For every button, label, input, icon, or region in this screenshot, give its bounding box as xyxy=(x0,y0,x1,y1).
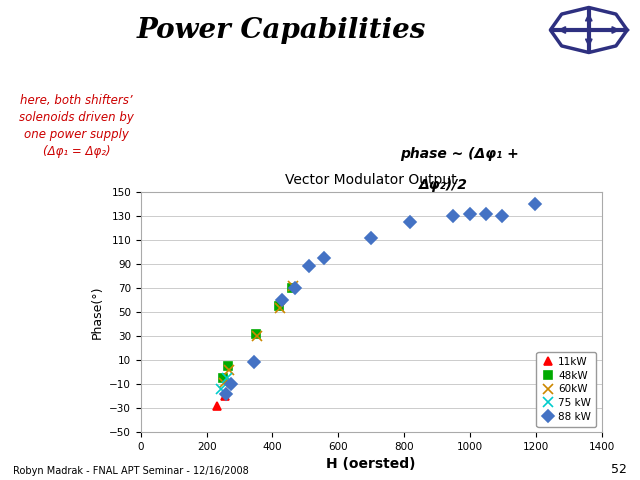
60kW xyxy=(220,380,228,386)
48kW xyxy=(224,363,232,369)
48kW xyxy=(275,303,283,309)
Text: Δφ₂)/2: Δφ₂)/2 xyxy=(419,178,468,192)
Line: 88 kW: 88 kW xyxy=(221,200,540,398)
88 kW xyxy=(449,213,457,219)
Text: here, both shifters’
solenoids driven by
one power supply
(Δφ₁ = Δφ₂): here, both shifters’ solenoids driven by… xyxy=(19,94,134,157)
Line: 11kW: 11kW xyxy=(212,392,229,410)
60kW xyxy=(253,333,260,339)
Legend: 11kW, 48kW, 60kW, 75 kW, 88 kW: 11kW, 48kW, 60kW, 75 kW, 88 kW xyxy=(536,352,596,427)
88 kW xyxy=(482,211,490,216)
Text: 52: 52 xyxy=(611,463,627,476)
88 kW xyxy=(406,219,414,225)
88 kW xyxy=(321,255,328,261)
Text: Power Capabilities: Power Capabilities xyxy=(137,16,426,44)
11kW xyxy=(212,403,220,408)
88 kW xyxy=(250,360,258,365)
88 kW xyxy=(278,297,286,303)
88 kW xyxy=(291,285,299,291)
Line: 75 kW: 75 kW xyxy=(216,373,232,394)
48kW xyxy=(289,285,296,291)
48kW xyxy=(252,331,260,336)
X-axis label: H (oersted): H (oersted) xyxy=(326,457,416,471)
88 kW xyxy=(227,381,234,387)
88 kW xyxy=(367,235,374,240)
Title: Vector Modulator Output: Vector Modulator Output xyxy=(285,173,457,187)
60kW xyxy=(276,306,284,312)
Text: phase ~ (Δφ₁ +: phase ~ (Δφ₁ + xyxy=(400,147,519,161)
11kW xyxy=(221,393,228,399)
88 kW xyxy=(222,391,230,396)
Y-axis label: Phase(°): Phase(°) xyxy=(91,285,104,339)
75 kW xyxy=(223,375,231,381)
48kW xyxy=(220,375,227,381)
Line: 60kW: 60kW xyxy=(219,281,298,388)
Text: Robyn Madrak - FNAL APT Seminar - 12/16/2008: Robyn Madrak - FNAL APT Seminar - 12/16/… xyxy=(13,466,248,476)
88 kW xyxy=(305,264,312,269)
75 kW xyxy=(218,386,225,392)
88 kW xyxy=(531,201,539,207)
60kW xyxy=(289,283,297,288)
88 kW xyxy=(499,213,506,219)
Line: 48kW: 48kW xyxy=(219,284,296,382)
88 kW xyxy=(466,211,474,216)
60kW xyxy=(225,367,233,372)
